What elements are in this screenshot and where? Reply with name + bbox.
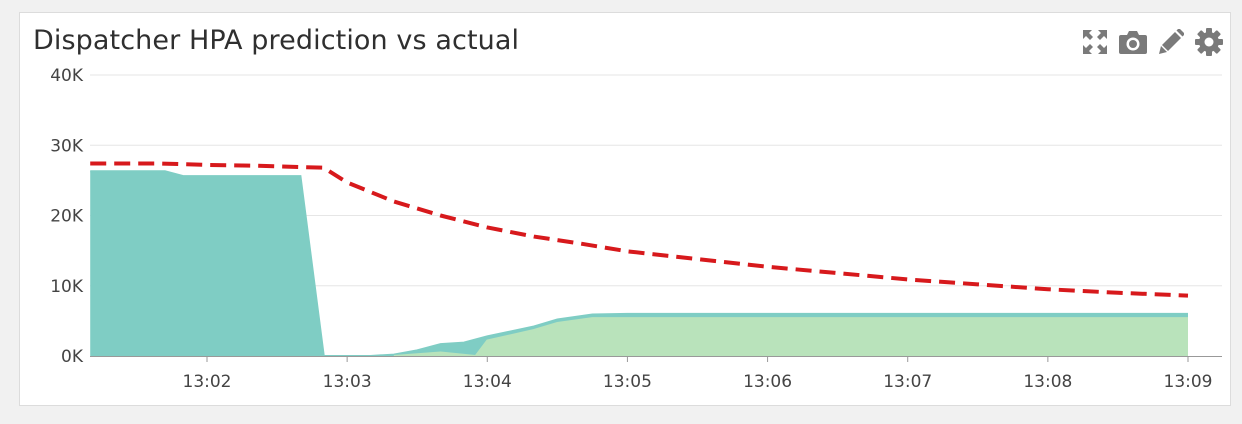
y-tick-label: 30K [50,136,84,156]
settings-button[interactable] [1194,27,1224,57]
widget-toolbar [1080,27,1224,57]
gear-icon [1195,28,1223,56]
expand-icon [1083,30,1107,54]
x-tick-label: 13:09 [1164,372,1213,392]
y-tick-label: 20K [50,207,84,227]
x-tick-label: 13:03 [323,372,372,392]
x-tick-label: 13:08 [1023,372,1072,392]
series-edge-1 [90,170,1188,357]
series-area-2 [393,318,1188,356]
line-layer [90,161,1189,298]
series-line-0 [90,161,1189,298]
camera-icon [1119,31,1147,54]
expand-button[interactable] [1080,27,1110,57]
series-edge-2 [393,317,1188,358]
pencil-icon [1159,29,1184,54]
y-tick-label: 40K [50,66,84,86]
y-tick-label: 0K [61,347,84,367]
area-layer [90,170,1189,358]
x-tick-label: 13:06 [743,372,792,392]
x-tick-label: 13:07 [883,372,932,392]
edit-button[interactable] [1156,27,1186,57]
x-tick-label: 13:05 [603,372,652,392]
axis-layer: 0K 10K 20K 30K 40K 13:02 13:03 13:04 13:05 13:06 1… [50,66,1222,392]
widget-title: Dispatcher HPA prediction vs actual [33,25,520,56]
x-tick-label: 13:04 [463,372,512,392]
y-tick-label: 10K [50,277,84,297]
snapshot-button[interactable] [1118,27,1148,57]
x-tick-label: 13:02 [183,372,232,392]
